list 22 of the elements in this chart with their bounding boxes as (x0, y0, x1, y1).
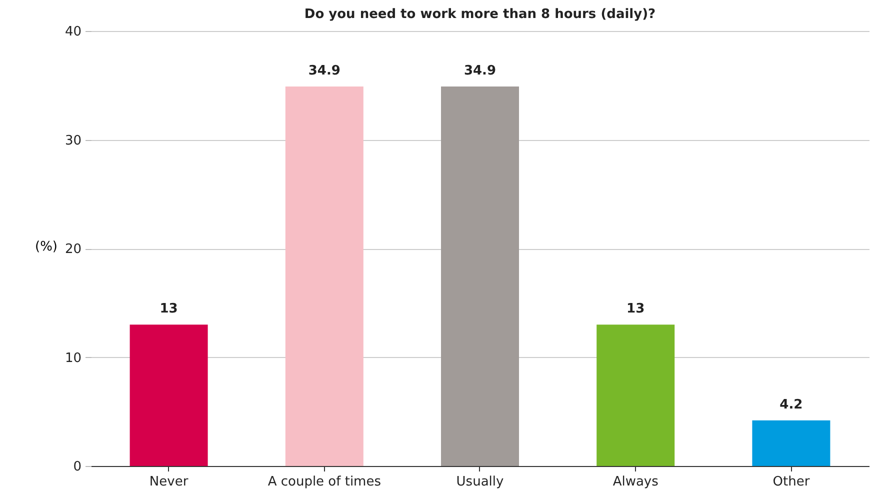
y-axis-title: (%) (35, 240, 58, 254)
data-label: 13 (626, 302, 645, 317)
y-tick-label: 30 (64, 133, 82, 148)
bar (285, 86, 364, 466)
x-tick-label: Never (149, 474, 189, 490)
y-tick-label: 20 (64, 242, 82, 257)
x-tick-label: Always (612, 474, 659, 490)
data-label: 13 (160, 302, 178, 317)
chart-title: Do you need to work more than 8 hours (daily)? (304, 7, 656, 22)
bar (596, 324, 675, 466)
x-tick-label: Usually (456, 474, 504, 490)
y-tick-label: 0 (73, 460, 82, 474)
y-tick-label: 40 (64, 24, 82, 40)
x-tick-label: A couple of times (268, 474, 382, 490)
bar (130, 324, 208, 466)
data-label: 4.2 (780, 397, 803, 412)
x-tick-label: Other (772, 474, 810, 490)
bar (752, 420, 830, 466)
bar (441, 86, 519, 466)
data-label: 34.9 (464, 63, 496, 78)
y-tick-label: 10 (64, 350, 82, 366)
data-label: 34.9 (308, 63, 340, 78)
